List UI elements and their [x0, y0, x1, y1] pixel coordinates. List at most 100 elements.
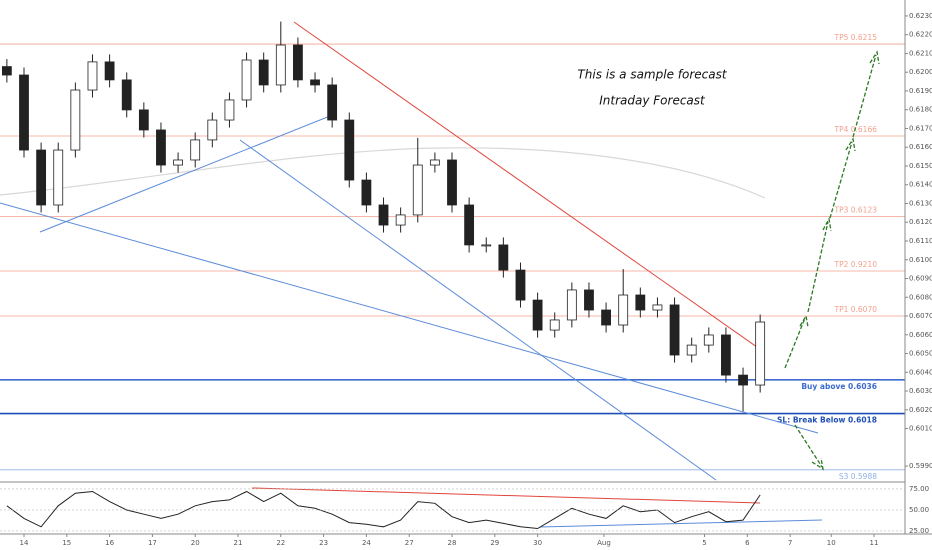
candle-body [87, 61, 98, 91]
candle-body [635, 294, 646, 311]
candle-body [601, 309, 611, 326]
x-tick-label: 16 [105, 539, 114, 547]
candle-body [361, 179, 372, 206]
x-tick-label: 15 [62, 539, 71, 547]
x-tick-label: 23 [319, 539, 328, 547]
trendline [293, 21, 765, 353]
arrow [852, 50, 880, 138]
candle-body [549, 319, 560, 331]
arrow [784, 314, 809, 369]
x-tick-label: 10 [827, 539, 836, 547]
forecast-arrows [784, 50, 880, 471]
arrow [829, 137, 856, 219]
candle-body [703, 334, 714, 346]
candle-body [138, 109, 149, 131]
x-tick-label: 5 [702, 539, 706, 547]
rsi-trendline [251, 487, 761, 504]
candle-body [327, 84, 338, 121]
candle-body [224, 99, 235, 121]
candle-body [721, 334, 731, 376]
x-tick-label: Aug [597, 539, 611, 547]
x-tick-label: 6 [745, 539, 750, 547]
candle-body [344, 119, 355, 181]
moving-average [0, 147, 766, 199]
candle-body [566, 289, 577, 321]
rsi-line [6, 490, 761, 530]
candle-body [275, 44, 286, 86]
candle-body [669, 304, 680, 356]
x-tick-label: 30 [533, 539, 542, 547]
candle-body [173, 159, 183, 166]
x-tick-label: 11 [870, 539, 879, 547]
x-tick-label: 14 [20, 539, 29, 547]
annotation: This is a sample forecast [577, 68, 727, 82]
level-label: S3 0.5988 [839, 472, 877, 481]
candle-body [1, 66, 12, 76]
candle-body [447, 159, 457, 206]
candle-body [738, 374, 748, 386]
candle-body [190, 139, 201, 161]
rsi-tick-label: 25.00 [909, 527, 929, 535]
x-tick-label: 27 [405, 539, 414, 547]
rsi-tick-label: 50.00 [909, 506, 929, 514]
candle-body [652, 304, 663, 311]
candle-body [515, 269, 526, 301]
trendline [239, 139, 717, 481]
candle-body [395, 214, 406, 226]
arrow [794, 424, 824, 471]
candle-body [258, 59, 269, 86]
arrow [807, 217, 832, 313]
candle-body [104, 61, 115, 81]
level-label: TP2 0.9210 [833, 260, 877, 269]
candle-body [156, 129, 166, 166]
candle-body [207, 119, 218, 141]
x-tick-label: 20 [191, 539, 200, 547]
candle-body [378, 204, 389, 226]
candle-body [498, 244, 509, 271]
candle-body [241, 59, 252, 101]
candle-body [293, 44, 303, 81]
candle-body [36, 149, 47, 206]
candle-body [464, 204, 475, 246]
trendline [39, 113, 336, 233]
level-label: TP1 0.6070 [833, 305, 877, 314]
level-label: TP3 0.6123 [833, 206, 877, 215]
candle-body [429, 159, 440, 166]
candle-body [53, 149, 64, 206]
rsi-trendline [539, 519, 823, 528]
level-label: Buy above 0.6036 [801, 382, 877, 391]
x-tick-label: 24 [362, 539, 371, 547]
level-label: TP5 0.6215 [833, 33, 877, 42]
candle-body [618, 294, 629, 326]
y-tick-label: 0.59900 [909, 462, 932, 470]
candle-body [481, 244, 492, 247]
candle-body [19, 74, 29, 151]
rsi-tick-label: 75.00 [909, 485, 929, 493]
candle-body [412, 164, 423, 216]
candle-body [686, 344, 697, 356]
x-tick-label: 28 [448, 539, 457, 547]
candle-body [70, 89, 81, 151]
